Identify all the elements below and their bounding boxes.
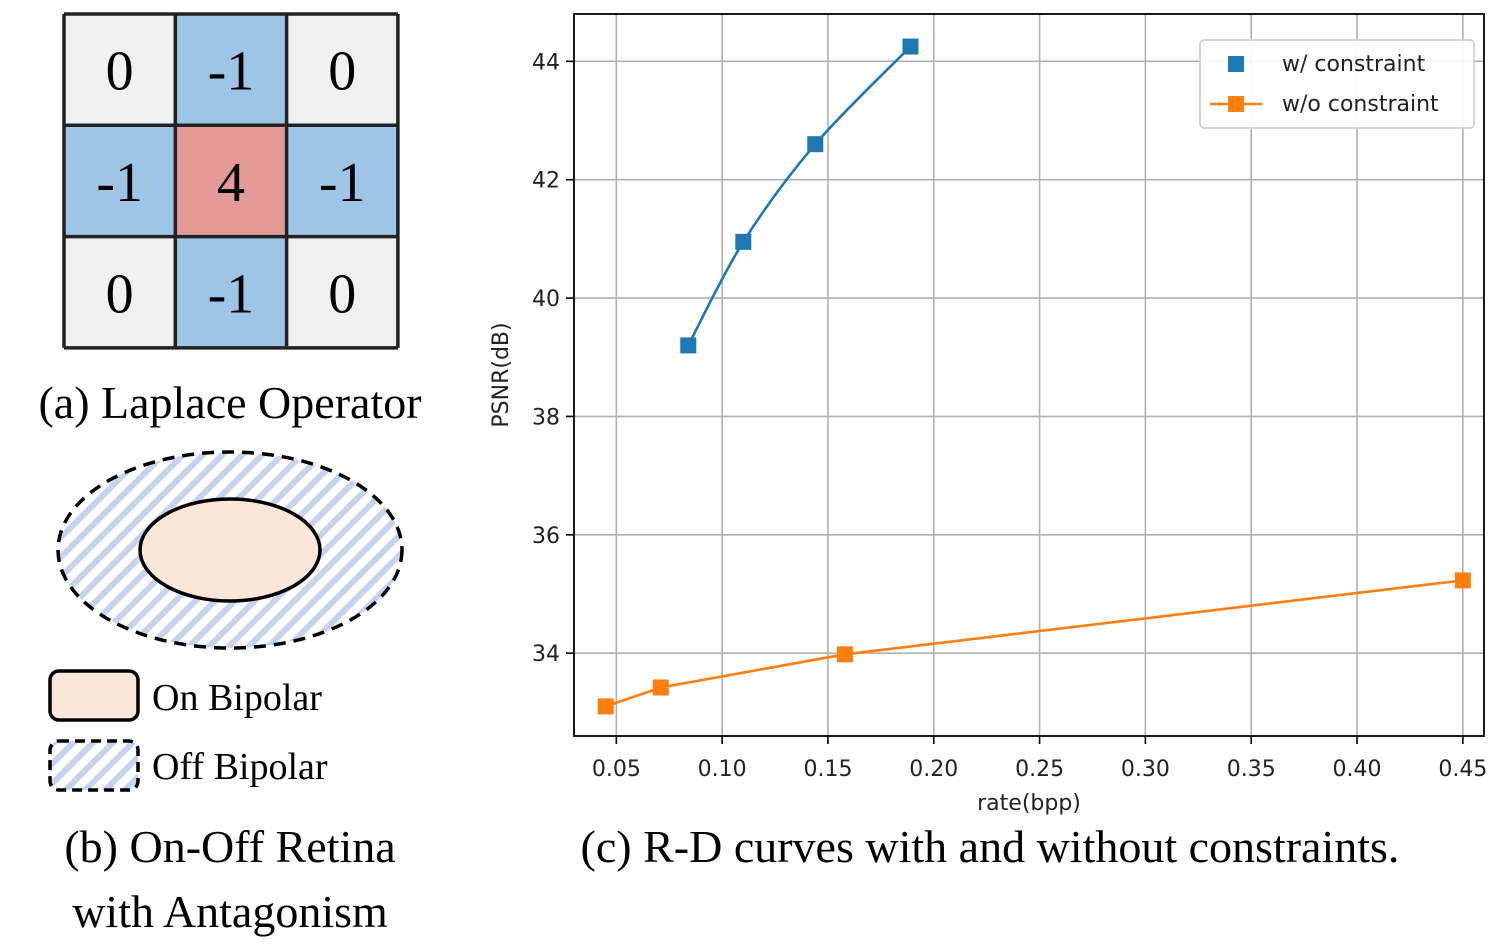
- grid-cell-value: 4: [217, 152, 245, 214]
- legend-box: [1199, 39, 1475, 129]
- legend-label: w/o constraint: [1282, 92, 1439, 117]
- grid-cell-value: -1: [208, 41, 255, 103]
- y-tick-label: 38: [532, 405, 560, 430]
- x-tick-label: 0.20: [909, 757, 958, 782]
- x-tick-label: 0.45: [1438, 757, 1487, 782]
- data-point: [902, 38, 919, 55]
- grid-cell-value: -1: [319, 152, 366, 214]
- grid-cell: [286, 14, 398, 126]
- grid-cell-value: 0: [328, 263, 356, 325]
- data-point: [680, 337, 697, 354]
- y-axis-label: PSNR(dB): [489, 322, 514, 427]
- plot-area: [574, 14, 1484, 736]
- off-bipolar-swatch: [48, 739, 140, 792]
- caption-b-line1: (b) On-Off Retina: [64, 821, 395, 872]
- y-tick-label: 44: [532, 50, 560, 75]
- grid-cell-value: 0: [328, 41, 356, 103]
- x-tick-label: 0.40: [1333, 757, 1382, 782]
- data-point: [735, 233, 752, 250]
- x-tick-label: 0.35: [1227, 757, 1276, 782]
- grid-cell-value: 0: [106, 263, 134, 325]
- grid-cell: [175, 14, 287, 126]
- on-bipolar-swatch: [48, 669, 140, 722]
- series-line: [687, 45, 912, 347]
- y-tick-label: 36: [532, 524, 560, 549]
- grid-cell: [286, 236, 398, 348]
- grid-cell: [175, 125, 287, 237]
- caption-c: (c) R-D curves with and without constrai…: [581, 821, 1400, 872]
- grid-cell-value: 0: [106, 41, 134, 103]
- legend-off-label: Off Bipolar: [152, 746, 328, 788]
- y-tick-label: 34: [532, 642, 560, 667]
- grid-cell: [64, 14, 176, 126]
- rd-chart: 0.05 0.10 0.15 0.20 0.25 0.30 0.35 0.40 0.45 34 36…: [489, 13, 1487, 816]
- x-tick-label: 0.25: [1015, 757, 1064, 782]
- data-point: [652, 679, 669, 696]
- y-tick-label: 42: [532, 169, 560, 194]
- grid-cell: [286, 125, 398, 237]
- retina-legend: On Bipolar Off Bipolar: [48, 669, 328, 792]
- x-tick-label: 0.05: [592, 757, 641, 782]
- legend-on-label: On Bipolar: [152, 677, 322, 719]
- series-line: [605, 579, 1463, 708]
- legend-marker: [1228, 96, 1244, 112]
- plot-frame: [573, 13, 1485, 737]
- x-tick-label: 0.10: [698, 757, 747, 782]
- retina-diagram: [56, 450, 404, 650]
- legend-label: w/ constraint: [1282, 52, 1426, 77]
- grid-cell: [64, 236, 176, 348]
- grid-cell: [175, 236, 287, 348]
- x-tick-label: 0.15: [803, 757, 852, 782]
- data-point: [1454, 572, 1471, 589]
- grid-cell: [64, 125, 176, 237]
- data-point: [807, 136, 824, 153]
- legend-marker: [1228, 56, 1244, 72]
- x-axis-label: rate(bpp): [977, 791, 1081, 816]
- data-point: [597, 698, 614, 715]
- data-point: [836, 646, 853, 663]
- caption-b-line2: with Antagonism: [72, 886, 388, 937]
- on-bipolar-center: [138, 497, 322, 603]
- x-tick-label: 0.30: [1121, 757, 1170, 782]
- y-tick-label: 40: [532, 287, 560, 312]
- caption-a: (a) Laplace Operator: [38, 377, 421, 428]
- grid-cell-value: -1: [96, 152, 143, 214]
- laplace-operator-grid: 0 -1 0 -1 4 -1 0 -1 0: [62, 12, 400, 350]
- grid-cell-value: -1: [208, 263, 255, 325]
